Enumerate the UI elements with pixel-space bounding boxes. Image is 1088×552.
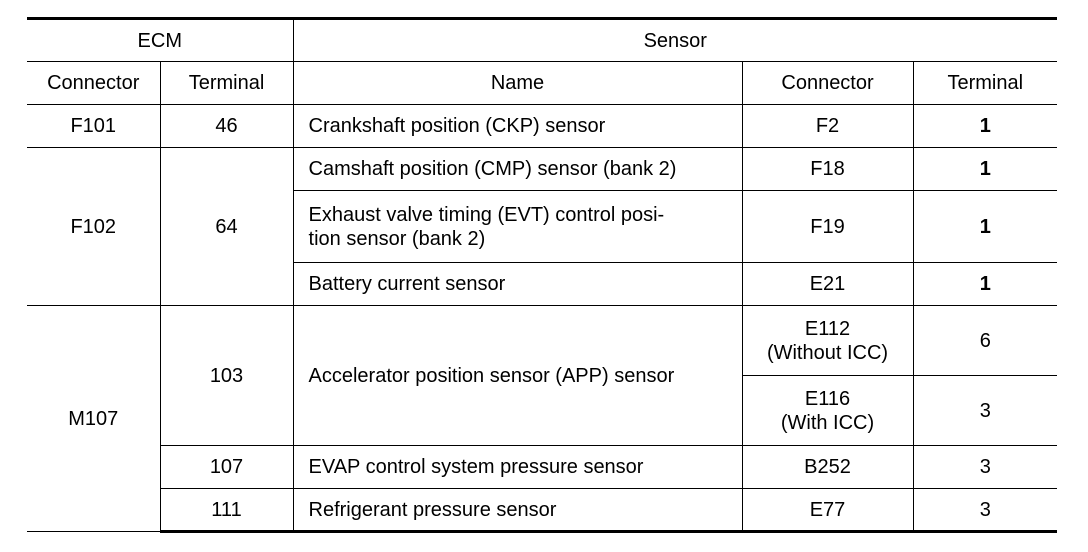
sensor-name-cell: Exhaust valve timing (EVT) control posi-…	[292, 190, 743, 263]
sensor-name-cell: Crankshaft position (CKP) sensor	[292, 104, 743, 148]
ecm-terminal-cell: 103	[159, 305, 294, 446]
ecm-group-header: ECM	[27, 17, 294, 62]
sensor-connector-cell: F18	[741, 147, 914, 191]
table-row: Exhaust valve timing (EVT) control posi-…	[27, 190, 1058, 263]
ecm-terminal-cell: 46	[159, 104, 294, 148]
sensor-name-cell: Refrigerant pressure sensor	[292, 488, 743, 533]
sensor-connector-cell: E116 (With ICC)	[741, 375, 914, 446]
table-row: E116 (With ICC) 3	[27, 375, 1058, 446]
sensor-name-line: tion sensor (bank 2)	[308, 227, 486, 250]
column-header-row: Connector Terminal Name Connector Termin…	[27, 61, 1058, 105]
sensor-name-header: Name	[292, 61, 743, 105]
table-row: M107 103 Accelerator position sensor (AP…	[27, 305, 1058, 532]
ecm-terminal-header: Terminal	[159, 61, 294, 105]
sensor-terminal-cell: 6	[912, 305, 1058, 376]
sensor-terminal-cell: 1	[912, 147, 1058, 191]
sensor-name-cell: Accelerator position sensor (APP) sensor	[292, 305, 743, 446]
sensor-connector-line: E112	[804, 317, 851, 340]
sensor-terminal-cell: 1	[912, 190, 1058, 263]
ecm-sensor-connection-table: ECM Sensor Connector Terminal Name Conne…	[27, 17, 1058, 533]
ecm-connector-header: Connector	[27, 61, 161, 105]
sensor-connector-cell: E112 (Without ICC)	[741, 305, 914, 376]
sensor-name-cell: EVAP control system pressure sensor	[292, 445, 743, 489]
ecm-connector-cell: F102	[27, 147, 161, 306]
sensor-connector-cell: F2	[741, 104, 914, 148]
sensor-connector-cell: E77	[741, 488, 914, 533]
ecm-terminal-cell: 64	[159, 147, 294, 306]
sensor-terminal-cell: 1	[912, 104, 1058, 148]
sensor-connector-line: (With ICC)	[780, 411, 875, 434]
sensor-terminal-cell: 3	[912, 445, 1058, 489]
sensor-terminal-cell: 1	[912, 262, 1058, 306]
table-row: 107 EVAP control system pressure sensor …	[27, 445, 1058, 489]
sensor-terminal-cell: 3	[912, 375, 1058, 446]
sensor-terminal-cell: 3	[912, 488, 1058, 533]
ecm-connector-cell: F101	[27, 104, 161, 148]
sensor-terminal-header: Terminal	[912, 61, 1058, 105]
ecm-connector-cell: M107	[27, 305, 161, 532]
ecm-terminal-cell: 111	[159, 488, 294, 533]
sensor-connector-cell: E21	[741, 262, 914, 306]
sensor-name-cell: Battery current sensor	[292, 262, 743, 306]
sensor-group-header: Sensor	[292, 17, 1058, 62]
table-row: 111 Refrigerant pressure sensor E77 3	[27, 488, 1058, 533]
table-row: F102 64 Camshaft position (CMP) sensor (…	[27, 147, 1058, 306]
group-header-row: ECM Sensor	[27, 17, 1058, 62]
sensor-name-line: Exhaust valve timing (EVT) control posi-	[308, 203, 665, 226]
sensor-name-cell: Camshaft position (CMP) sensor (bank 2)	[292, 147, 743, 191]
ecm-terminal-cell: 107	[159, 445, 294, 489]
sensor-connector-line: (Without ICC)	[766, 341, 889, 364]
sensor-connector-cell: F19	[741, 190, 914, 263]
sensor-connector-cell: B252	[741, 445, 914, 489]
sensor-connector-line: E116	[804, 387, 851, 410]
sensor-connector-header: Connector	[741, 61, 914, 105]
table-row: F101 46 Crankshaft position (CKP) sensor…	[27, 104, 1058, 148]
table-row: Battery current sensor E21 1	[27, 262, 1058, 306]
